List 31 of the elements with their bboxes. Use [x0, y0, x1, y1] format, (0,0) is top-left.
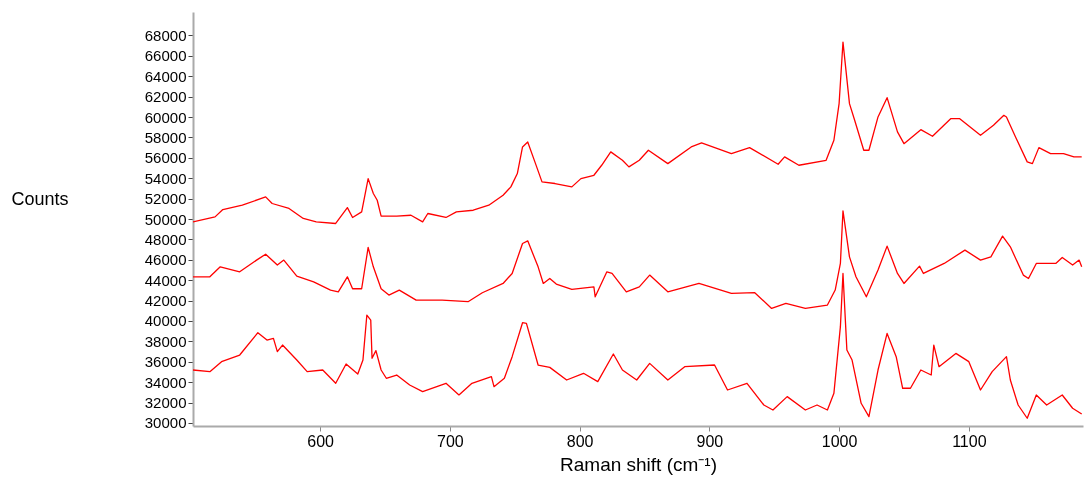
y-tick-label: 34000 — [144, 373, 187, 391]
x-tick-label: 600 — [307, 432, 335, 450]
line-series — [193, 41, 1083, 225]
y-tick-label: 36000 — [144, 353, 187, 371]
y-tick-label: 54000 — [144, 169, 187, 187]
y-tick-label: 68000 — [144, 26, 187, 44]
y-tick-label: 64000 — [144, 67, 187, 85]
y-tick-label: 30000 — [144, 414, 187, 432]
x-axis-title: Raman shift (cm⁻¹) — [560, 453, 717, 475]
y-tick-label: 44000 — [144, 271, 187, 289]
y-axis-title: Counts — [11, 188, 69, 209]
x-tick-label: 700 — [437, 432, 464, 450]
y-tick-label: 50000 — [144, 210, 187, 228]
x-tick-label: 800 — [566, 432, 594, 450]
y-tick-label: 58000 — [144, 128, 187, 146]
y-tick-label: 66000 — [144, 47, 187, 65]
y-tick-label: 60000 — [144, 108, 187, 126]
y-tick-label: 52000 — [144, 190, 187, 208]
y-tick-label: 32000 — [144, 394, 187, 412]
y-tick-label: 48000 — [144, 230, 187, 248]
line-series — [193, 272, 1083, 419]
y-tick-label: 62000 — [144, 88, 187, 106]
y-tick-label: 38000 — [144, 332, 187, 350]
x-tick-label: 1100 — [952, 432, 987, 450]
y-tick-label: 42000 — [144, 292, 187, 310]
y-tick-label: 46000 — [144, 251, 187, 269]
line-series — [193, 210, 1083, 310]
y-tick-label: 40000 — [144, 312, 187, 330]
x-tick-label: 900 — [696, 432, 724, 450]
x-tick-label: 1000 — [821, 432, 858, 450]
y-tick-label: 56000 — [144, 149, 187, 167]
